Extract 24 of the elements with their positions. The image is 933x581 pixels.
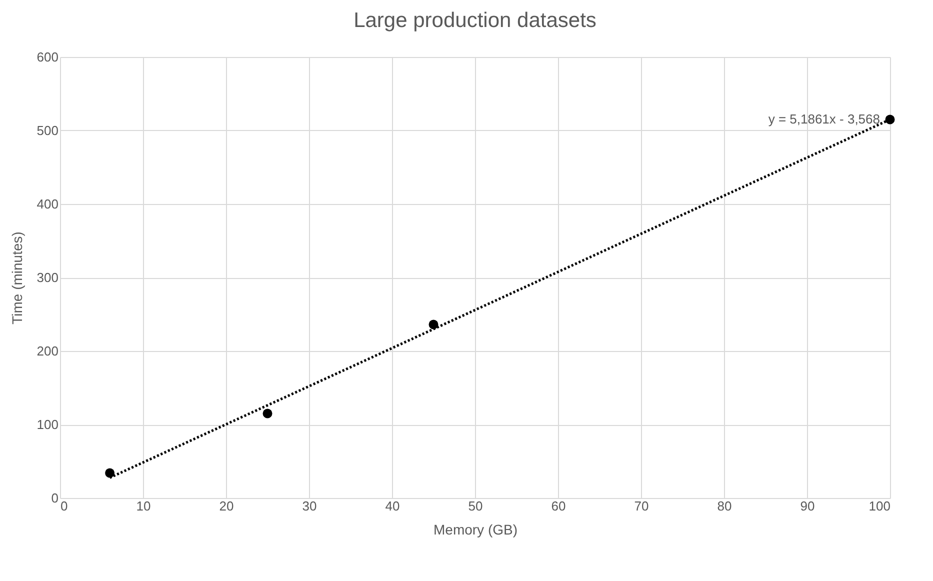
x-tick-label: 70 xyxy=(634,498,649,514)
x-tick-label: 100 xyxy=(868,498,890,514)
x-tick-label: 20 xyxy=(219,498,234,514)
x-tick-label: 90 xyxy=(800,498,815,514)
x-tick-label: 50 xyxy=(468,498,483,514)
x-tick-label: 80 xyxy=(717,498,732,514)
y-tick-label: 100 xyxy=(36,417,58,432)
x-tick-label: 60 xyxy=(551,498,566,514)
point xyxy=(428,320,438,330)
x-tick-label: 40 xyxy=(385,498,400,514)
y-tick-label: 400 xyxy=(36,196,58,212)
point xyxy=(262,408,272,418)
x-tick-label: 10 xyxy=(136,498,151,514)
y-tick-label: 300 xyxy=(36,270,58,285)
point xyxy=(105,468,115,478)
y-tick-label: 200 xyxy=(36,344,58,358)
x-tick-label: 0 xyxy=(60,498,68,514)
y-tick-label: 600 xyxy=(36,50,58,64)
y-tick-label: 500 xyxy=(36,123,58,138)
x-axis-title: Memory (GB) xyxy=(434,522,518,538)
y-axis-title: Time (minutes) xyxy=(8,232,25,324)
annotation: y = 5,1861x - 3,568 xyxy=(768,111,880,126)
x-tick-label: 30 xyxy=(302,498,317,514)
chart-title: Large production datasets xyxy=(354,9,596,32)
